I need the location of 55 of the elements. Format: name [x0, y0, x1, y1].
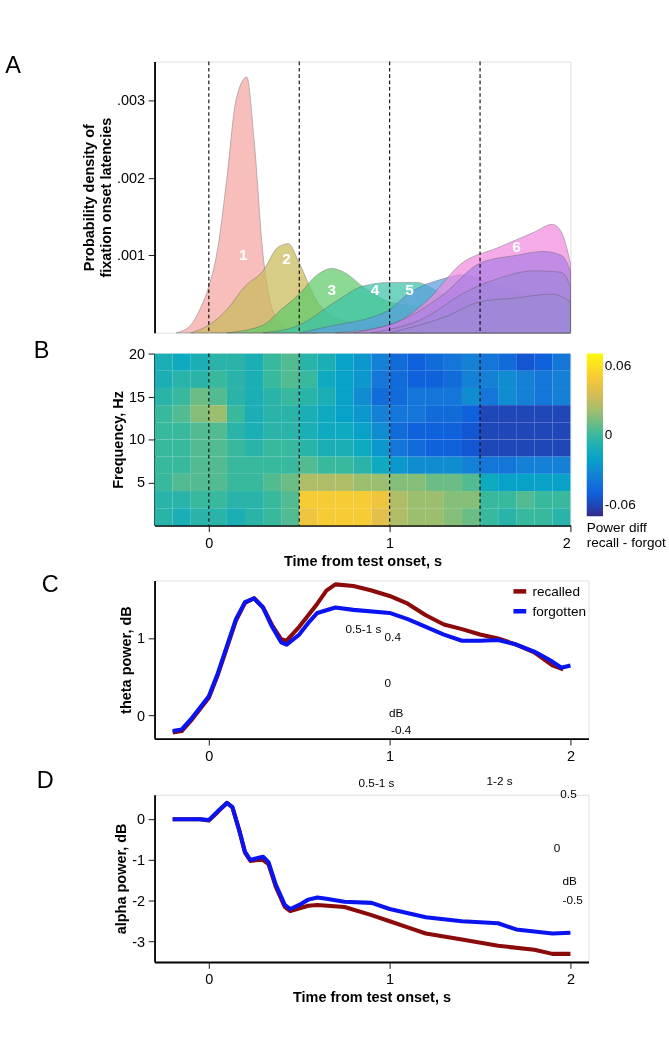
y-tick-label: 15 — [129, 388, 146, 405]
chart-title: C — [41, 571, 59, 598]
y-tick-label: .002 — [116, 169, 146, 186]
y-axis-title: Frequency, Hz — [109, 391, 126, 489]
annotation: 6 — [512, 237, 521, 255]
chart-title: B — [33, 337, 50, 364]
y-tick-label: .003 — [116, 92, 146, 109]
y-tick-label: -2 — [132, 892, 146, 909]
color-bar-label: 0.06 — [604, 357, 632, 373]
annotation: 2 — [282, 249, 291, 267]
y-tick-label: -1 — [132, 852, 146, 869]
legend-label: forgotten — [532, 603, 586, 619]
y-tick-label: 1 — [137, 630, 146, 647]
legend-label: recalled — [532, 583, 580, 599]
x-tick-label: 0 — [205, 534, 214, 551]
annotation: 0.5 — [560, 787, 578, 801]
y-axis-title: theta power, dB — [117, 606, 134, 714]
color-bar-label: -0.06 — [604, 497, 636, 513]
annotation: 0.5-1 s — [345, 622, 382, 636]
x-tick-label: 1 — [386, 747, 395, 764]
y-axis-title: alpha power, dB — [112, 823, 129, 935]
x-tick-label: 2 — [566, 747, 575, 764]
y-tick-label: 5 — [137, 474, 146, 491]
x-tick-label: 2 — [566, 971, 575, 988]
text: 1-2 s — [486, 774, 513, 788]
annotation: 0.4 — [384, 630, 402, 644]
chart-title: A — [5, 51, 22, 78]
annotation: 5 — [405, 280, 415, 298]
annotation: 0 — [553, 840, 561, 854]
y-tick-label: 0 — [137, 811, 146, 828]
chart-title: D — [36, 766, 54, 793]
x-axis-title: Time from test onset, s — [293, 989, 451, 1006]
annotation: 4 — [370, 280, 380, 298]
annotation: 0 — [384, 675, 392, 689]
x-tick-label: 1 — [386, 971, 395, 988]
annotation: 3 — [327, 280, 337, 298]
x-tick-label: 0 — [205, 971, 214, 988]
annotation: -0.4 — [391, 723, 412, 737]
color-bar-title: Power diff recall - forgot — [586, 519, 667, 551]
x-tick-label: 1 — [386, 534, 395, 551]
x-tick-label: 0 — [205, 747, 214, 764]
annotation: dB — [562, 874, 578, 888]
y-tick-label: 0 — [137, 707, 146, 724]
annotation: -0.5 — [562, 892, 584, 906]
y-tick-label: 20 — [129, 345, 146, 362]
y-tick-label: -3 — [132, 933, 146, 950]
y-axis-title: Probability density of fixation onset latencies — [81, 117, 114, 278]
y-tick-label: 10 — [129, 431, 146, 448]
annotation: 1 — [238, 245, 248, 263]
x-axis-title: Time from test onset, s — [283, 552, 442, 569]
color-bar-label: 0 — [604, 427, 613, 443]
x-tick-label: 2 — [562, 534, 571, 551]
annotation: dB — [388, 706, 404, 720]
y-tick-label: .001 — [116, 247, 146, 264]
text: 0.5-1 s — [358, 775, 395, 789]
